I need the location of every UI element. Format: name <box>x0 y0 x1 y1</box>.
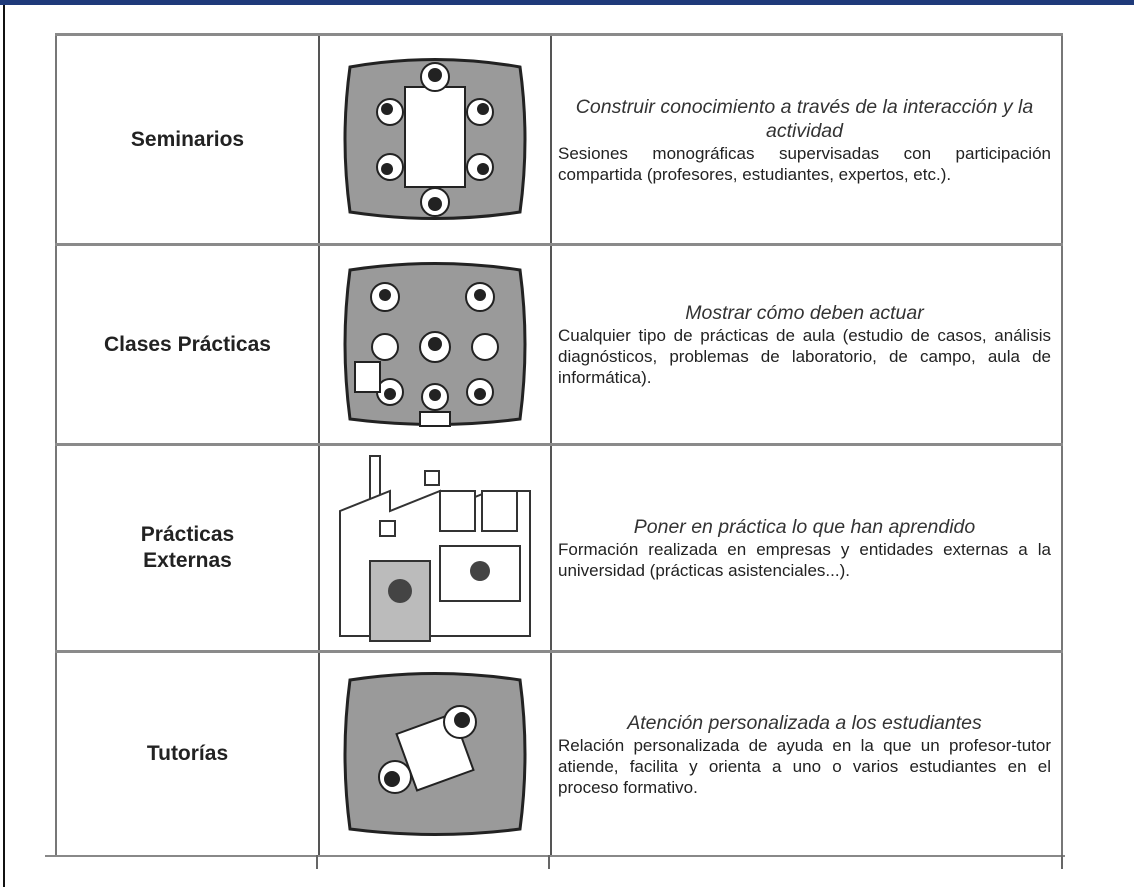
illustration-class <box>343 262 527 427</box>
column-tail <box>316 855 318 869</box>
label-cell: Clases Prácticas <box>55 246 318 443</box>
illustration-seminar <box>343 58 527 220</box>
left-border <box>3 5 5 887</box>
column-tail <box>1061 855 1063 869</box>
row-heading: Poner en práctica lo que han aprendido <box>633 516 976 538</box>
label-cell: Tutorías <box>55 653 318 855</box>
row-label: Seminarios <box>130 127 245 151</box>
row-text: Relación personalizada de ayuda en la qu… <box>558 735 1051 797</box>
table-row: Prácticas Externas Poner en práctica lo … <box>55 443 1063 650</box>
row-label: Tutorías <box>146 742 229 765</box>
row-text: Cualquier tipo de prácticas de aula (est… <box>558 326 1051 387</box>
illustration-company <box>339 454 531 642</box>
table-row: Seminarios Construir conocimiento a trav… <box>55 33 1063 243</box>
row-label: Clases Prácticas <box>104 332 271 356</box>
table-row: Tutorías Atención personalizada a los es… <box>55 650 1063 855</box>
row-heading: Atención personalizada a los estudiantes <box>627 711 982 734</box>
row-heading: Construir conocimiento a través de la in… <box>575 95 1034 142</box>
description-cell: Atención personalizada a los estudiantes… <box>550 653 1063 855</box>
image-cell <box>318 653 550 855</box>
row-heading: Mostrar cómo deben actuar <box>685 302 924 324</box>
label-cell: Prácticas Externas <box>55 446 318 650</box>
row-label: Prácticas Externas <box>140 523 235 572</box>
row-text: Sesiones monográficas supervisadas con p… <box>558 143 1051 184</box>
table-row: Clases Prácticas Mostrar cómo deben actu… <box>55 243 1063 443</box>
image-cell <box>318 446 550 650</box>
row-text: Formación realizada en empresas y entida… <box>558 540 1051 580</box>
image-cell <box>318 246 550 443</box>
description-cell: Construir conocimiento a través de la in… <box>550 36 1063 243</box>
label-cell: Seminarios <box>55 36 318 243</box>
top-bar <box>0 0 1134 5</box>
illustration-tutoring <box>343 671 527 836</box>
description-cell: Poner en práctica lo que han aprendido F… <box>550 446 1063 650</box>
description-cell: Mostrar cómo deben actuar Cualquier tipo… <box>550 246 1063 443</box>
image-cell <box>318 36 550 243</box>
table-bottom-border <box>45 855 1065 857</box>
column-tail <box>548 855 550 869</box>
